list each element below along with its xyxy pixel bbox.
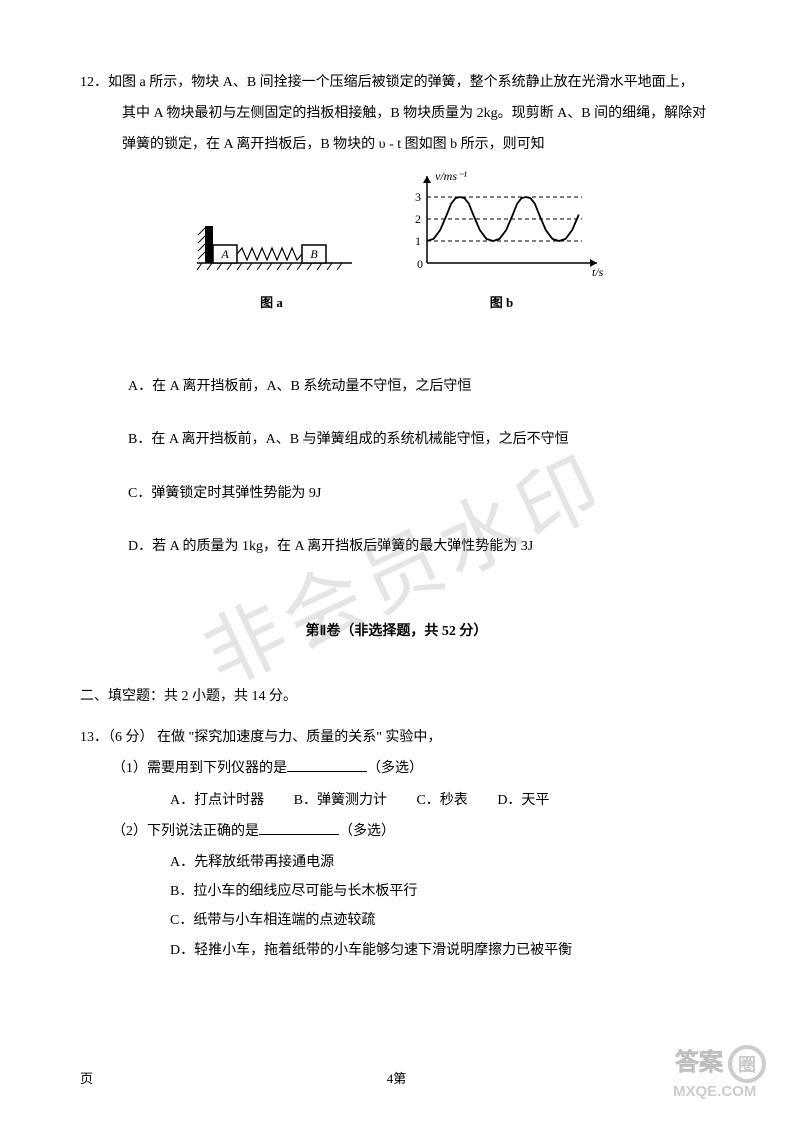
spring-block-diagram: A B bbox=[187, 208, 357, 278]
q13-s2-b: B．拉小车的细线应尽可能与长木板平行 bbox=[80, 879, 713, 904]
figures: A B 图 a v/ms⁻¹ t/s 0 bbox=[80, 168, 713, 315]
q12-options: A．在 A 离开挡板前，A、B 系统动量不守恒，之后守恒 B．在 A 离开挡板前… bbox=[80, 374, 713, 559]
q13-s2-a: A．先释放纸带再接通电源 bbox=[80, 850, 713, 875]
figure-b-caption: 图 b bbox=[397, 291, 607, 314]
svg-text:1: 1 bbox=[415, 234, 421, 248]
q13-s1-opt-b: B．弹簧测力计 bbox=[294, 793, 387, 808]
svg-text:2: 2 bbox=[415, 212, 421, 226]
blank-2[interactable] bbox=[259, 821, 339, 835]
svg-text:v/ms⁻¹: v/ms⁻¹ bbox=[435, 169, 467, 183]
figure-a-caption: 图 a bbox=[187, 291, 357, 314]
blank-1[interactable] bbox=[287, 758, 367, 772]
q13-s1-opt-a: A．打点计时器 bbox=[170, 793, 264, 808]
q12-line2: 其中 A 物块最初与左侧固定的挡板相接触，B 物块质量为 2kg。现剪断 A、B… bbox=[80, 101, 713, 126]
svg-text:3: 3 bbox=[415, 190, 421, 204]
fill-section-header: 二、填空题：共 2 小题，共 14 分。 bbox=[80, 684, 713, 709]
figure-a: A B 图 a bbox=[187, 208, 357, 315]
q13-header: 13．（6 分） 在做 "探究加速度与力、质量的关系" 实验中， bbox=[80, 725, 713, 750]
q13-sub1-options: A．打点计时器 B．弹簧测力计 C．秒表 D．天平 bbox=[80, 788, 713, 813]
answer-badge: 答案 圈 MXQE.COM bbox=[665, 1044, 775, 1104]
page-footer: 页 4第 bbox=[80, 1067, 713, 1090]
svg-text:答案: 答案 bbox=[675, 1048, 724, 1076]
q13-s1-opt-c: C．秒表 bbox=[416, 793, 467, 808]
velocity-time-graph: v/ms⁻¹ t/s 0 1 2 3 bbox=[397, 168, 607, 278]
footer-left: 页 bbox=[80, 1067, 93, 1090]
q12-line1: 12．如图 a 所示，物块 A、B 间拴接一个压缩后被锁定的弹簧，整个系统静止放… bbox=[80, 70, 713, 95]
q12-line3: 弹簧的锁定，在 A 离开挡板后，B 物块的 υ - t 图如图 b 所示，则可知 bbox=[80, 132, 713, 157]
q13-sub1: （1）需要用到下列仪器的是（多选） bbox=[80, 756, 713, 781]
q12-option-c: C．弹簧锁定时其弹性势能为 9J bbox=[80, 481, 713, 506]
q12-number: 12． bbox=[80, 75, 108, 90]
q13-sub2: （2）下列说法正确的是（多选） bbox=[80, 819, 713, 844]
q12-option-a: A．在 A 离开挡板前，A、B 系统动量不守恒，之后守恒 bbox=[80, 374, 713, 399]
q13-s2-d: D．轻推小车，拖着纸带的小车能够匀速下滑说明摩擦力已被平衡 bbox=[80, 938, 713, 963]
q12-option-d: D．若 A 的质量为 1kg，在 A 离开挡板后弹簧的最大弹性势能为 3J bbox=[80, 534, 713, 559]
svg-text:圈: 圈 bbox=[738, 1055, 756, 1075]
figure-b: v/ms⁻¹ t/s 0 1 2 3 图 b bbox=[397, 168, 607, 315]
question-12: 12．如图 a 所示，物块 A、B 间拴接一个压缩后被锁定的弹簧，整个系统静止放… bbox=[80, 70, 713, 559]
q13-s2-c: C．纸带与小车相连端的点迹较疏 bbox=[80, 908, 713, 933]
question-13: 13．（6 分） 在做 "探究加速度与力、质量的关系" 实验中， （1）需要用到… bbox=[80, 725, 713, 963]
footer-center: 4第 bbox=[80, 1067, 713, 1090]
svg-text:0: 0 bbox=[417, 257, 423, 271]
svg-text:t/s: t/s bbox=[592, 265, 604, 278]
q12-option-b: B．在 A 离开挡板前，A、B 与弹簧组成的系统机械能守恒，之后不守恒 bbox=[80, 427, 713, 452]
q13-s1-opt-d: D．天平 bbox=[497, 793, 549, 808]
svg-text:B: B bbox=[310, 247, 318, 261]
svg-text:MXQE.COM: MXQE.COM bbox=[673, 1083, 756, 1100]
section-2-title: 第Ⅱ卷（非选择题，共 52 分） bbox=[80, 619, 713, 644]
svg-text:A: A bbox=[220, 247, 229, 261]
